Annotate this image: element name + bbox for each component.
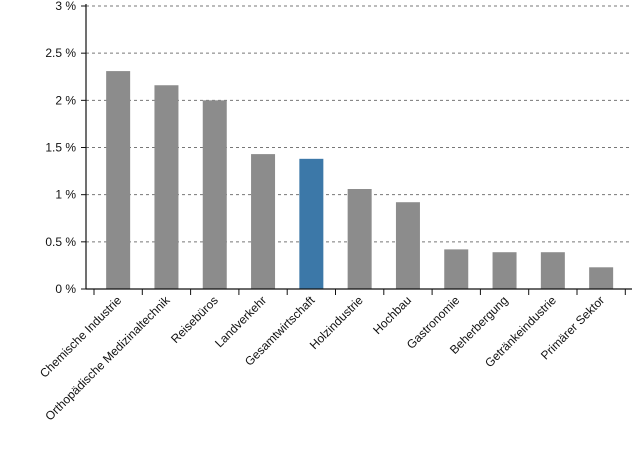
y-tick-label: 3 % (55, 0, 76, 13)
y-tick-label: 2 % (55, 93, 76, 107)
y-tick-label: 1 % (55, 188, 76, 202)
bar (154, 85, 179, 290)
y-tick-labels: 0 % 0.5 % 1 % 1.5 % 2 % 2.5 % 3 % (45, 0, 76, 296)
y-tick-label: 0 % (55, 282, 76, 296)
bar (540, 252, 565, 289)
bar (589, 267, 614, 289)
axes (81, 4, 632, 295)
y-tick-label: 0.5 % (45, 235, 76, 249)
x-tick-label: Chemische Industrie (37, 293, 124, 380)
bar (395, 202, 420, 289)
bar (106, 71, 131, 289)
bar (202, 100, 227, 289)
y-tick-label: 1.5 % (45, 141, 76, 155)
y-tick-label: 2.5 % (45, 46, 76, 60)
bar (444, 249, 469, 289)
x-tick-label: Reisebüros (168, 293, 221, 346)
bar (492, 252, 517, 289)
bars (106, 71, 614, 290)
bar (347, 189, 372, 289)
x-tick-label: Hochbau (370, 293, 414, 337)
bar (251, 154, 276, 289)
bar-highlight (299, 158, 324, 289)
